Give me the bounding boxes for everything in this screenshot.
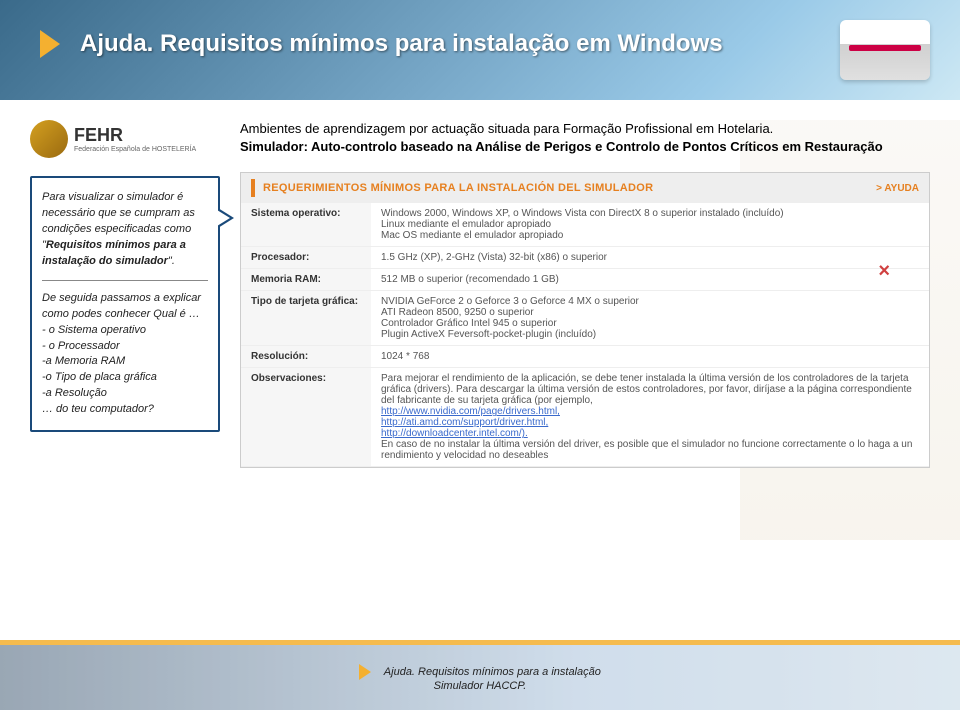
callout-bold: Requisitos mínimos para a instalação do …	[42, 239, 186, 267]
orange-bar-icon	[251, 179, 255, 197]
arrow-icon	[359, 664, 371, 680]
ayuda-link[interactable]: > AYUDA	[876, 183, 919, 194]
callout-item: -a Memoria RAM	[42, 354, 208, 370]
requirements-header: REQUERIMIENTOS MÍNIMOS PARA LA INSTALACI…	[241, 173, 929, 203]
fehr-logo: FEHR Federación Española de HOSTELERÍA	[30, 120, 220, 158]
callout-item: -o Tipo de placa gráfica	[42, 370, 208, 386]
driver-link[interactable]: http://ati.amd.com/support/driver.html,	[381, 417, 548, 428]
callout-box: Para visualizar o simulador é necessário…	[30, 176, 220, 432]
callout-item: - o Sistema operativo	[42, 323, 208, 339]
table-row: Memoria RAM:512 MB o superior (recomenda…	[241, 269, 929, 291]
logo-subtitle: Federación Española de HOSTELERÍA	[74, 146, 196, 153]
table-row: Resolución:1024 * 768	[241, 346, 929, 368]
table-row: Observaciones:Para mejorar el rendimient…	[241, 368, 929, 467]
logo-text: FEHR	[74, 126, 196, 144]
req-title: REQUERIMIENTOS MÍNIMOS PARA LA INSTALACI…	[263, 182, 876, 194]
decorative-x: ×	[878, 260, 890, 283]
table-row: Sistema operativo:Windows 2000, Windows …	[241, 203, 929, 247]
intro-text: Ambientes de aprendizagem por actuação s…	[240, 120, 930, 156]
driver-link[interactable]: http://www.nvidia.com/page/drivers.html,	[381, 406, 560, 417]
callout-item: - o Processador	[42, 339, 208, 355]
banner: Ajuda. Requisitos mínimos para instalaçã…	[0, 0, 960, 100]
pass-card-graphic	[840, 20, 930, 80]
callout-p3: … do teu computador?	[42, 402, 208, 418]
table-row: Procesador:1.5 GHz (XP), 2-GHz (Vista) 3…	[241, 247, 929, 269]
callout-divider	[42, 280, 208, 281]
callout-item: -a Resolução	[42, 386, 208, 402]
requirements-panel: REQUERIMIENTOS MÍNIMOS PARA LA INSTALACI…	[240, 172, 930, 468]
driver-link[interactable]: http://downloadcenter.intel.com/).	[381, 428, 528, 439]
arrow-icon	[40, 30, 60, 58]
table-row: Tipo de tarjeta gráfica:NVIDIA GeForce 2…	[241, 291, 929, 346]
logo-mark-icon	[30, 120, 68, 158]
callout-p2: De seguida passamos a explicar como pode…	[42, 291, 208, 323]
page-title: Ajuda. Requisitos mínimos para instalaçã…	[80, 30, 723, 58]
footer-label: Ajuda. Requisitos mínimos para a instala…	[0, 664, 960, 692]
requirements-table: Sistema operativo:Windows 2000, Windows …	[241, 203, 929, 467]
